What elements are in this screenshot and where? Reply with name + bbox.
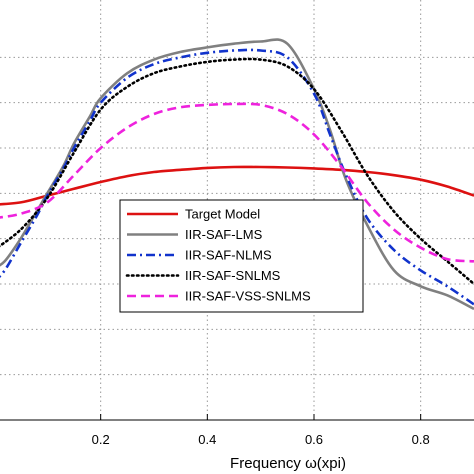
x-tick-label: 0.6: [305, 432, 323, 447]
legend-box: [119, 199, 364, 313]
series-line-iir-saf-snlms: [0, 57, 474, 286]
x-tick-labels: 0.2 0.4 0.6 0.8: [92, 414, 430, 447]
x-tick-label: 0.4: [198, 432, 216, 447]
legend-label-target-model: Target Model: [185, 207, 260, 222]
series-line-target-model: [0, 165, 474, 206]
legend-label-iir-saf-nlms: IIR-SAF-NLMS: [185, 248, 272, 263]
legend: Target Model IIR-SAF-LMS IIR-SAF-NLMS IIR-S…: [119, 199, 364, 313]
series-lines: [0, 38, 474, 311]
x-tick-label: 0.8: [412, 432, 430, 447]
legend-label-iir-saf-lms: IIR-SAF-LMS: [185, 227, 263, 242]
series-line-iir-saf-vss-snlms: [0, 102, 474, 263]
legend-label-iir-saf-snlms: IIR-SAF-SNLMS: [185, 268, 281, 283]
legend-label-iir-saf-vss-snlms: IIR-SAF-VSS-SNLMS: [185, 289, 311, 304]
x-axis-label: Frequency ω(xpi): [230, 455, 346, 472]
x-tick-label: 0.2: [92, 432, 110, 447]
